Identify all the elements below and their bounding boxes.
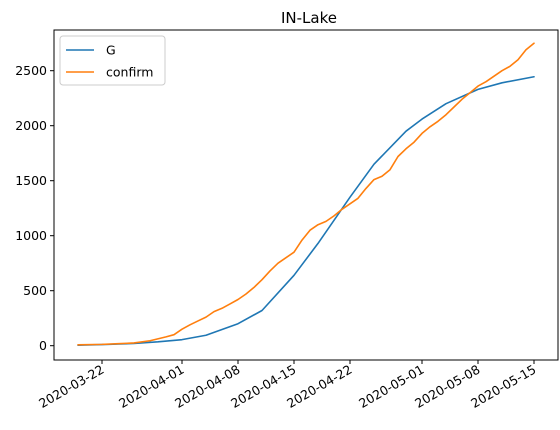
x-axis: 2020-03-22 2020-04-012020-04-082020-04-15… — [36, 360, 539, 411]
y-tick-label: 0 — [39, 338, 47, 353]
plot-frame — [53, 29, 559, 361]
x-tick-label: 2020-03-22 — [36, 362, 106, 411]
y-tick-label: 2500 — [15, 63, 47, 78]
series-layer — [77, 42, 535, 346]
legend-label: confirm — [106, 65, 153, 80]
y-tick-label: 2000 — [15, 118, 47, 133]
y-axis: 0 500 1000 1500 2000 2500 — [15, 63, 54, 353]
y-tick-label: 1500 — [15, 173, 47, 188]
chart-title: IN-Lake — [281, 9, 337, 27]
series-line-confirm — [77, 42, 535, 346]
y-tick-label: 1000 — [15, 228, 47, 243]
y-tick-label: 500 — [23, 283, 47, 298]
series-line-G — [77, 75, 535, 346]
legend-label: G — [106, 43, 116, 58]
